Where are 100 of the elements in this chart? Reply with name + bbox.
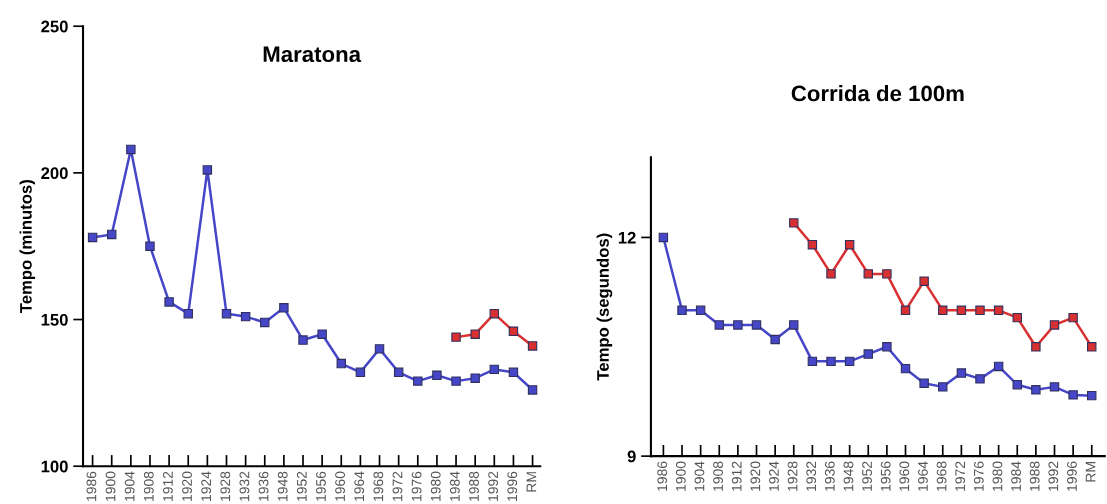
point bbox=[317, 329, 327, 339]
x-tick-label: 1988 bbox=[1029, 461, 1040, 491]
x-tick-label: 1932 bbox=[239, 471, 250, 501]
point bbox=[489, 364, 500, 375]
x-tick-label: RM bbox=[526, 472, 537, 492]
point bbox=[527, 385, 538, 395]
x-tick-label: 1956 bbox=[316, 471, 326, 501]
x-tick-label: 1968 bbox=[373, 471, 384, 501]
point bbox=[1012, 379, 1022, 390]
point bbox=[451, 332, 461, 342]
point bbox=[1049, 320, 1060, 330]
point bbox=[1068, 390, 1078, 400]
point bbox=[882, 269, 892, 279]
y-tick-label: 12 bbox=[618, 231, 636, 244]
point bbox=[221, 308, 232, 319]
point bbox=[126, 144, 136, 155]
point bbox=[677, 305, 687, 316]
point bbox=[695, 305, 706, 316]
x-tick-label: 1948 bbox=[277, 471, 288, 501]
x-tick-label: 1986 bbox=[657, 461, 668, 491]
point bbox=[789, 218, 799, 228]
x-tick-label: 1984 bbox=[1011, 461, 1021, 491]
x-tick-label: 1996 bbox=[507, 471, 518, 501]
point bbox=[1031, 385, 1041, 395]
x-tick-label: 1980 bbox=[992, 461, 1003, 491]
y-axis-title: Tempo (segundos) bbox=[596, 233, 613, 381]
x-tick-label: 1972 bbox=[392, 471, 403, 501]
point bbox=[1031, 342, 1041, 352]
point bbox=[714, 320, 724, 330]
point bbox=[1087, 390, 1097, 401]
point bbox=[489, 308, 500, 319]
point bbox=[1068, 312, 1078, 323]
point bbox=[956, 368, 967, 378]
point bbox=[355, 367, 366, 378]
point bbox=[975, 374, 985, 384]
point bbox=[658, 232, 669, 243]
point bbox=[87, 232, 98, 243]
x-tick-label: 1924 bbox=[201, 471, 212, 501]
point bbox=[807, 356, 818, 367]
x-tick-label: 1924 bbox=[769, 461, 779, 491]
point bbox=[451, 376, 461, 386]
x-tick-label: 1996 bbox=[1067, 461, 1077, 491]
x-tick-label: 1972 bbox=[955, 461, 966, 491]
x-tick-label: 1988 bbox=[469, 471, 479, 501]
point bbox=[470, 329, 480, 339]
point bbox=[826, 356, 836, 367]
point bbox=[470, 373, 480, 383]
point bbox=[770, 334, 780, 345]
x-tick-label: 1964 bbox=[354, 471, 365, 501]
point bbox=[1087, 342, 1097, 352]
point bbox=[202, 165, 213, 175]
point bbox=[900, 363, 911, 374]
x-tick-label: 1992 bbox=[1048, 461, 1059, 491]
point bbox=[882, 342, 892, 352]
point bbox=[1012, 312, 1022, 323]
point bbox=[938, 382, 948, 392]
point bbox=[260, 317, 270, 328]
point bbox=[863, 269, 873, 279]
x-tick-label: 1928 bbox=[787, 461, 798, 491]
y-tick-label: 9 bbox=[627, 450, 636, 463]
x-tick-label: 1904 bbox=[124, 471, 135, 501]
point bbox=[900, 305, 911, 316]
point bbox=[975, 305, 985, 316]
x-tick-label: 1976 bbox=[411, 471, 422, 501]
y-tick-label: 100 bbox=[41, 460, 68, 473]
x-tick-label: 1952 bbox=[862, 461, 872, 491]
x-tick-label: 1920 bbox=[182, 471, 192, 501]
x-tick-label: RM bbox=[1085, 462, 1096, 482]
x-tick-label: 1980 bbox=[430, 471, 441, 501]
x-tick-label: 1936 bbox=[258, 471, 269, 501]
x-tick-label: 1986 bbox=[86, 471, 97, 501]
point bbox=[298, 335, 308, 345]
y-tick-label: 150 bbox=[41, 313, 68, 326]
x-tick-label: 1956 bbox=[880, 461, 891, 491]
point bbox=[938, 305, 948, 316]
y-axis-title: Tempo (minutos) bbox=[19, 180, 36, 313]
point bbox=[508, 367, 519, 378]
point bbox=[183, 308, 193, 319]
chart-title: Corrida de 100m bbox=[791, 84, 964, 102]
point bbox=[145, 241, 155, 251]
y-tick-label: 200 bbox=[41, 167, 68, 180]
point bbox=[106, 229, 117, 240]
x-tick-label: 1960 bbox=[899, 461, 910, 491]
point bbox=[844, 240, 855, 250]
point bbox=[508, 326, 519, 336]
point bbox=[413, 376, 423, 386]
x-tick-label: 1968 bbox=[936, 461, 947, 491]
x-tick-label: 1948 bbox=[843, 461, 854, 491]
point bbox=[393, 367, 404, 378]
x-tick-label: 1936 bbox=[824, 461, 835, 491]
point bbox=[844, 356, 855, 367]
x-tick-label: 1964 bbox=[918, 461, 928, 491]
point bbox=[733, 320, 743, 330]
y-tick-label: 250 bbox=[41, 20, 68, 33]
x-tick-label: 1908 bbox=[713, 461, 723, 491]
point bbox=[432, 370, 442, 380]
point bbox=[336, 358, 346, 369]
text: Maratona bbox=[263, 46, 362, 63]
x-tick-label: 1912 bbox=[163, 471, 173, 501]
x-tick-label: 1904 bbox=[694, 461, 705, 491]
